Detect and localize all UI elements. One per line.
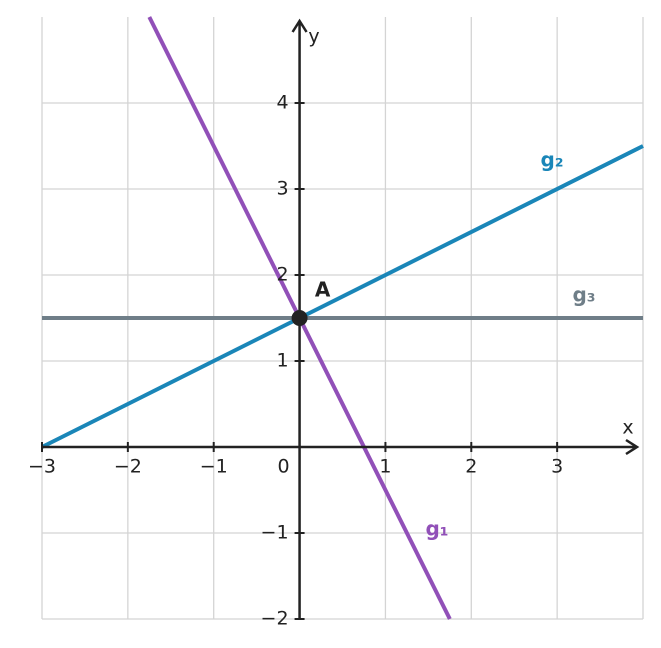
line-label: g₂ <box>540 148 563 172</box>
y-tick-label: 1 <box>276 350 288 372</box>
y-tick-label: −2 <box>261 608 289 630</box>
y-tick-label: −1 <box>261 522 289 544</box>
y-tick-label: 3 <box>276 178 288 200</box>
x-tick-label: 0 <box>278 456 290 478</box>
x-tick-label: −1 <box>200 456 228 478</box>
line-label: g₃ <box>572 283 595 307</box>
x-axis <box>42 438 640 456</box>
line-label: g₁ <box>425 517 448 541</box>
x-tick-label: −3 <box>28 456 56 478</box>
y-axis-label: y <box>308 26 319 48</box>
x-tick-label: 1 <box>379 456 391 478</box>
point <box>291 310 308 326</box>
point-label: A <box>315 278 331 302</box>
line <box>41 144 644 449</box>
x-tick-label: −2 <box>114 456 142 478</box>
x-axis-label: x <box>622 417 633 439</box>
x-tick-label: 2 <box>465 456 477 478</box>
y-tick-label: 4 <box>276 92 288 114</box>
x-tick-label: 3 <box>551 456 563 478</box>
y-tick-label: 2 <box>276 264 288 286</box>
